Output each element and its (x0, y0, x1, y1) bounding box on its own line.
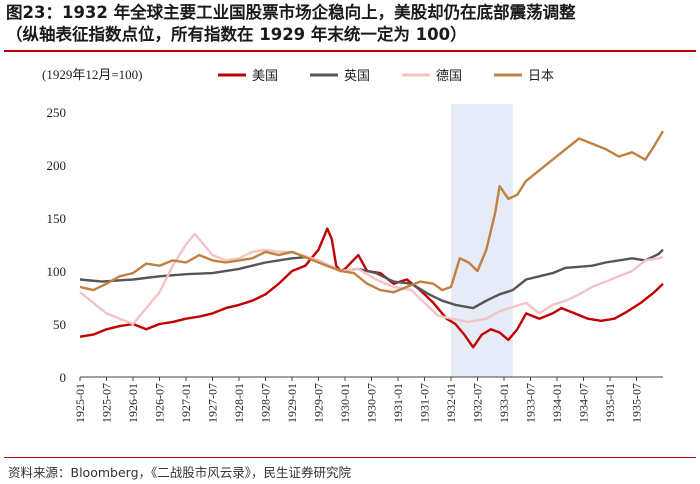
source-note: 资料来源：Bloomberg，《二战股市风云录》，民生证券研究院 (8, 465, 352, 480)
x-tick-label-19: 1934-07 (577, 383, 591, 423)
y-tick-label-0: 0 (60, 370, 67, 385)
x-tick-label-9: 1929-07 (312, 383, 326, 423)
x-tick-label-5: 1927-07 (206, 383, 220, 423)
x-tick-label-15: 1932-07 (471, 383, 485, 423)
x-tick-label-2: 1926-01 (126, 383, 140, 423)
y-tick-label-5: 250 (47, 105, 67, 120)
x-tick-label-11: 1930-07 (365, 383, 379, 423)
x-tick-label-20: 1935-01 (603, 383, 617, 423)
y-tick-label-3: 150 (47, 211, 67, 226)
x-tick-label-14: 1932-01 (444, 383, 458, 423)
chart-title-line1: 图23：1932 年全球主要工业国股票市场企稳向上，美股却仍在底部震荡调整 (6, 3, 576, 22)
x-tick-label-17: 1933-07 (524, 383, 538, 423)
x-tick-label-4: 1927-01 (179, 383, 193, 423)
title-divider (4, 50, 696, 52)
chart-title-line2: （纵轴表征指数点位，所有指数在 1929 年末统一定为 100） (6, 25, 467, 44)
x-tick-label-8: 1929-01 (285, 383, 299, 423)
source-divider (4, 457, 696, 458)
legend-label-1: 英国 (344, 69, 370, 84)
unit-label: (1929年12月=100) (42, 67, 143, 82)
series-line-0 (79, 227, 664, 349)
x-tick-label-3: 1926-07 (153, 383, 167, 423)
x-tick-label-21: 1935-07 (630, 383, 644, 423)
series-line-2 (79, 232, 664, 326)
x-tick-label-18: 1934-01 (550, 383, 564, 423)
legend-label-3: 日本 (528, 69, 554, 84)
legend-label-2: 德国 (436, 69, 462, 84)
y-tick-label-4: 200 (47, 158, 67, 173)
line-chart: (1929年12月=100) 美国 英国 德国 日本 0 50 100 150 200 250 192… (42, 67, 665, 423)
x-tick-label-6: 1928-01 (232, 383, 246, 423)
x-tick-label-1: 1925-07 (100, 383, 114, 423)
y-tick-label-2: 100 (47, 264, 67, 279)
x-tick-label-13: 1931-07 (418, 383, 432, 423)
x-tick-label-16: 1933-01 (497, 383, 511, 423)
legend-label-0: 美国 (252, 69, 278, 84)
series-line-1 (79, 248, 664, 310)
x-tick-label-0: 1925-01 (73, 383, 87, 423)
y-tick-label-1: 50 (53, 317, 66, 332)
series-line-3 (79, 130, 665, 294)
x-tick-label-12: 1931-01 (391, 383, 405, 423)
x-tick-label-7: 1928-07 (259, 383, 273, 423)
chart-title: 图23：1932 年全球主要工业国股票市场企稳向上，美股却仍在底部震荡调整 （纵… (6, 2, 696, 46)
x-tick-label-10: 1930-01 (338, 383, 352, 423)
